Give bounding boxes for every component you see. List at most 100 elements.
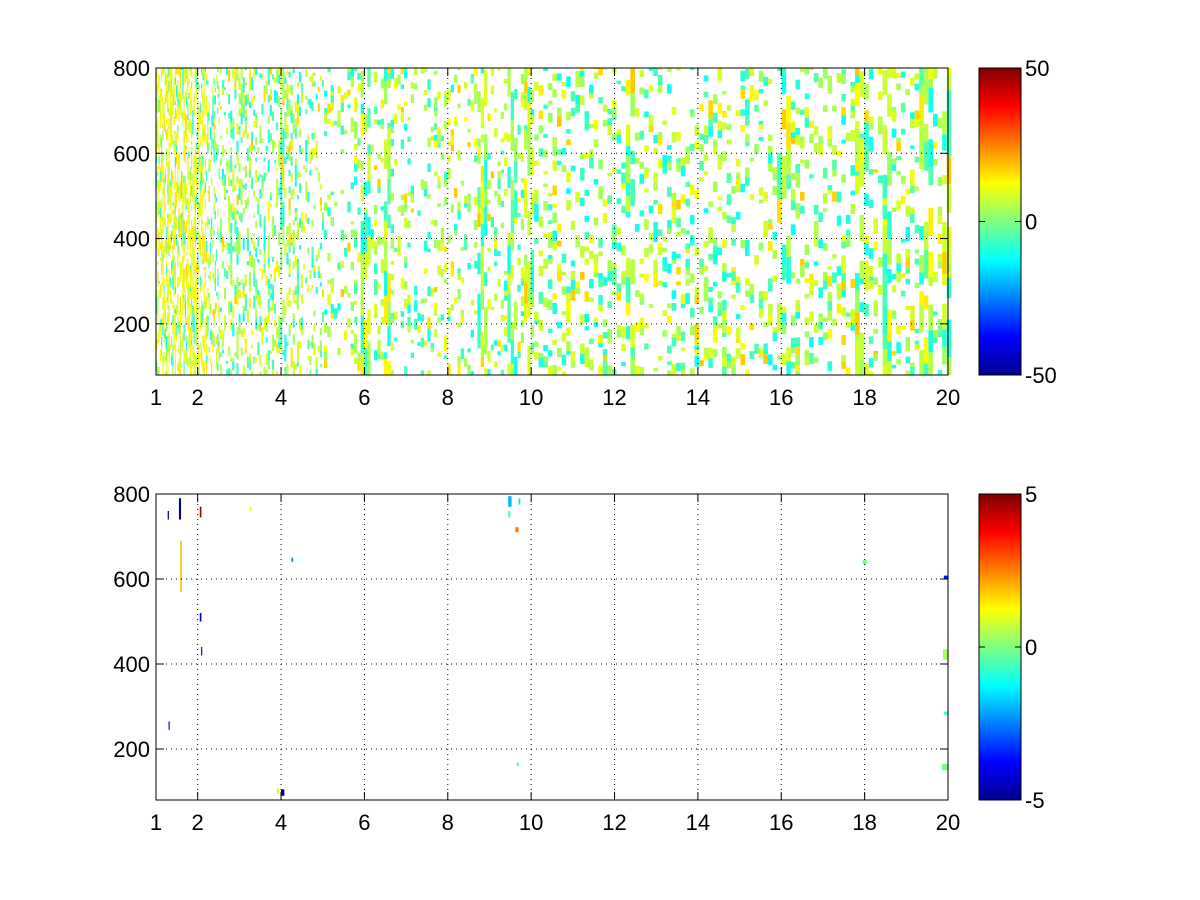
heatmap-cell: [712, 349, 718, 358]
heatmap-cell: [284, 250, 287, 256]
heatmap-cell: [575, 94, 580, 105]
heatmap-cell: [914, 156, 920, 163]
heatmap-cell: [196, 181, 198, 186]
heatmap-cell: [602, 213, 608, 223]
heatmap-cell: [394, 159, 398, 166]
heatmap-cell: [538, 296, 544, 305]
heatmap-cell: [625, 145, 631, 156]
heatmap-cell: [827, 190, 833, 194]
heatmap-cell: [447, 235, 451, 243]
heatmap-cell: [680, 303, 686, 309]
heatmap-cell: [189, 229, 192, 237]
heatmap-cell: [919, 291, 924, 305]
heatmap-cell: [430, 136, 435, 141]
heatmap-cell: [282, 181, 285, 190]
heatmap-cell: [726, 124, 732, 131]
heatmap-cell: [168, 282, 170, 295]
heatmap-cell: [749, 351, 755, 359]
heatmap-cell: [171, 189, 173, 197]
heatmap-cell: [735, 313, 741, 319]
heatmap-cell: [561, 165, 567, 173]
heatmap-cell: [307, 339, 310, 349]
heatmap-cell: [298, 318, 302, 326]
heatmap-cell: [434, 286, 438, 293]
heatmap-cell: [238, 212, 241, 221]
heatmap-cell: [309, 169, 312, 176]
heatmap-cell: [424, 68, 428, 72]
heatmap-cell: [248, 69, 252, 82]
heatmap-cell: [199, 140, 202, 146]
heatmap-cell: [219, 105, 222, 110]
heatmap-cell: [584, 291, 590, 302]
heatmap-cell: [653, 367, 658, 372]
heatmap-cell: [731, 356, 736, 361]
heatmap-cell: [253, 356, 256, 364]
heatmap-cell: [630, 68, 635, 94]
heatmap-cell: [273, 339, 277, 347]
heatmap-cell: [543, 104, 548, 109]
heatmap-cell: [187, 235, 189, 241]
heatmap-cell: [298, 340, 302, 349]
heatmap-cell: [189, 191, 192, 204]
heatmap-cell: [887, 211, 892, 240]
heatmap-cell: [350, 221, 354, 225]
heatmap-cell: [253, 233, 256, 237]
heatmap-cell: [868, 336, 874, 344]
heatmap-cell: [923, 295, 929, 310]
heatmap-cell: [164, 173, 166, 184]
heatmap-cell: [905, 88, 911, 96]
heatmap-cell: [699, 133, 704, 141]
heatmap-cell: [896, 141, 901, 152]
heatmap-cell: [223, 322, 227, 331]
heatmap-cell: [186, 206, 188, 209]
heatmap-cell: [209, 271, 212, 282]
heatmap-cell: [534, 351, 539, 360]
heatmap-cell: [517, 257, 521, 266]
heatmap-cell: [163, 221, 165, 227]
heatmap-cell: [163, 318, 165, 330]
heatmap-cell: [209, 127, 212, 141]
heatmap-cell: [218, 168, 220, 180]
heatmap-cell: [196, 174, 198, 182]
heatmap-cell: [197, 165, 199, 174]
heatmap-cell: [226, 92, 229, 96]
heatmap-cell: [167, 300, 169, 310]
heatmap-cell: [340, 229, 344, 241]
heatmap-cell: [735, 327, 741, 339]
heatmap-cell: [845, 367, 851, 375]
heatmap-cell: [187, 87, 189, 91]
heatmap-cell: [575, 79, 580, 88]
heatmap-cell: [354, 143, 358, 151]
heatmap-cell: [202, 68, 204, 75]
heatmap-cell: [198, 156, 200, 167]
heatmap-cell: [896, 156, 901, 161]
y-tick-label: 600: [113, 141, 150, 166]
heatmap-cell: [174, 362, 177, 375]
heatmap-cell: [202, 156, 204, 167]
heatmap-cell: [276, 371, 279, 375]
heatmap-cell: [161, 179, 163, 186]
heatmap-cell: [758, 70, 764, 82]
heatmap-cell: [206, 343, 208, 356]
heatmap-cell: [703, 347, 709, 356]
heatmap-cell: [259, 326, 262, 332]
heatmap-cell: [196, 131, 198, 137]
heatmap-cell: [193, 314, 195, 344]
heatmap-cell: [305, 168, 308, 173]
heatmap-cell: [579, 153, 585, 160]
heatmap-cell: [621, 326, 626, 338]
heatmap-cell: [315, 94, 318, 100]
heatmap-cell: [171, 321, 173, 325]
heatmap-cell: [354, 279, 358, 285]
heatmap-cell: [882, 349, 888, 366]
heatmap-cell: [323, 346, 328, 352]
heatmap-cell: [211, 332, 213, 345]
heatmap-cell: [189, 180, 192, 192]
heatmap-cell: [246, 132, 249, 139]
heatmap-cell: [374, 165, 378, 170]
heatmap-cell: [520, 218, 525, 230]
heatmap-cell: [404, 217, 408, 229]
heatmap-cell: [722, 122, 727, 130]
heatmap-cell: [602, 319, 608, 327]
heatmap-cell: [203, 235, 205, 240]
